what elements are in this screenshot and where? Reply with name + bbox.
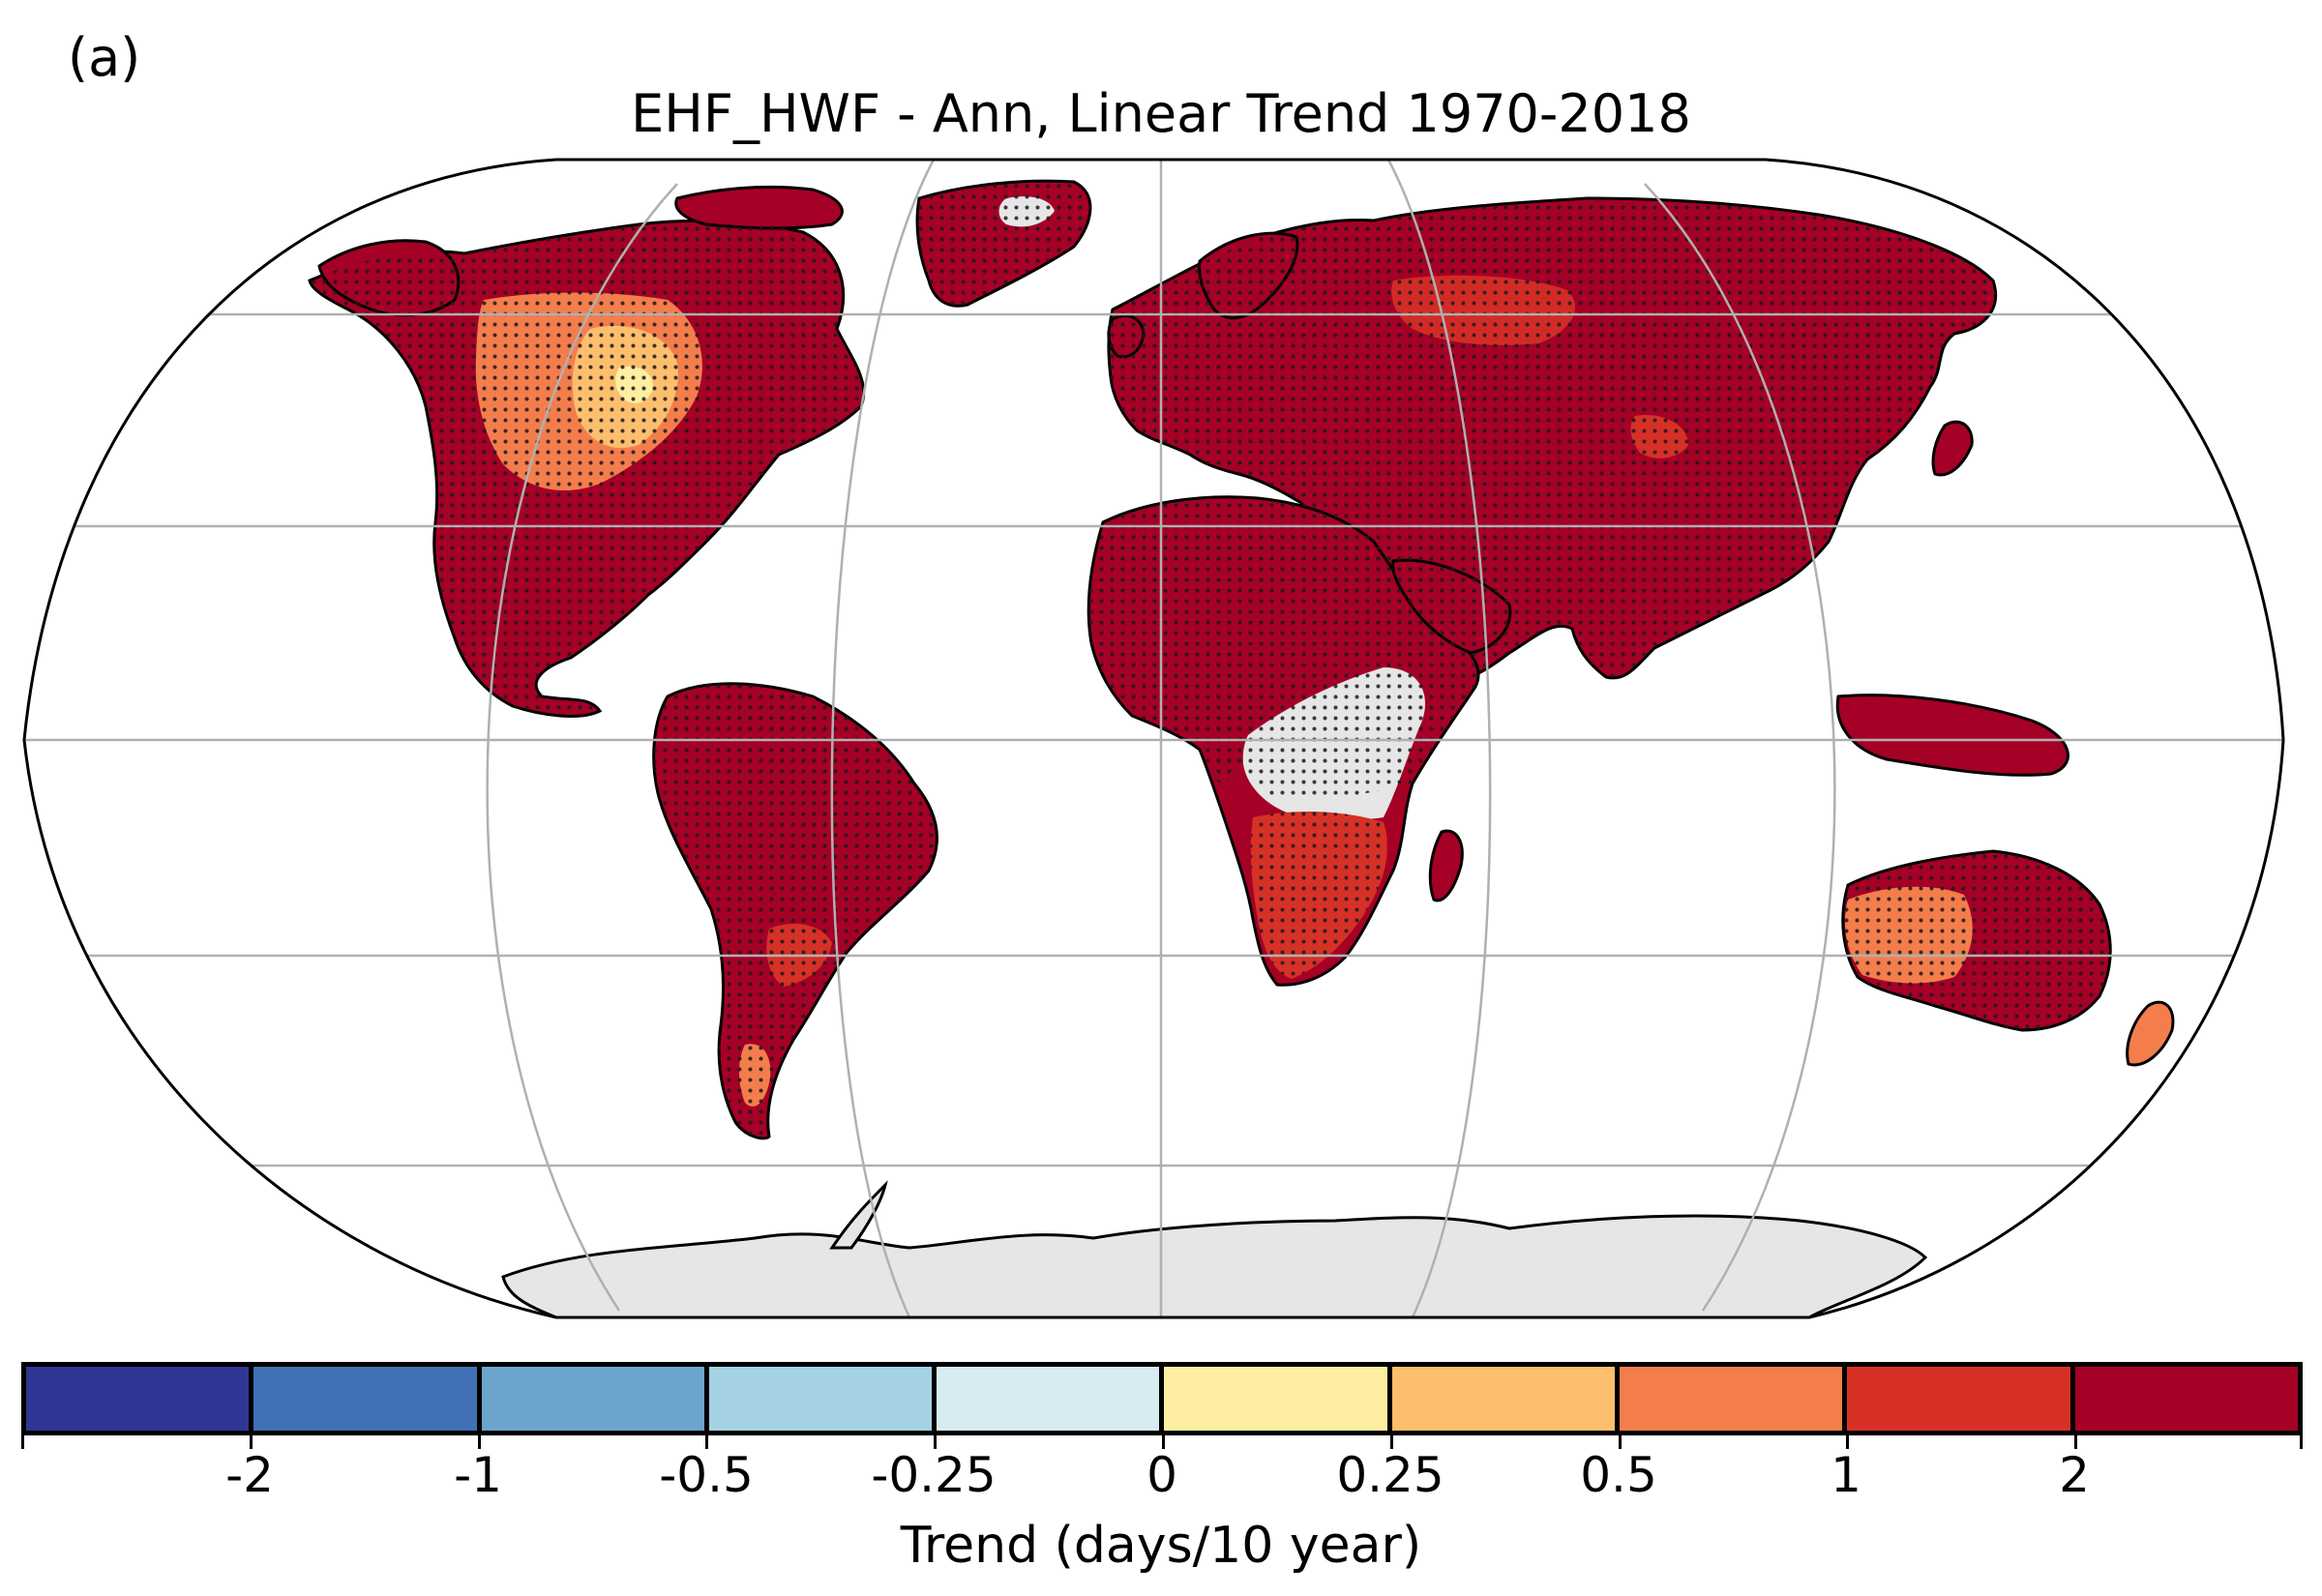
colorbar-segment-7 — [1391, 1367, 1621, 1431]
antarctica — [501, 1214, 1928, 1317]
colorbar-tick-label: 0.25 — [1336, 1447, 1444, 1503]
colorbar-segment-5 — [937, 1367, 1165, 1431]
colorbar-tick-mark — [705, 1435, 708, 1449]
colorbar-tick-mark — [1846, 1435, 1849, 1449]
colorbar-tick-label: -0.5 — [659, 1447, 754, 1503]
colorbar-segment-1 — [26, 1367, 254, 1431]
colorbar-tick-mark — [21, 1435, 24, 1449]
colorbar-tick-mark — [1162, 1435, 1165, 1449]
colorbar-segment-9 — [1847, 1367, 2075, 1431]
colorbar-segment-3 — [481, 1367, 709, 1431]
colorbar-tick-label: 0.5 — [1580, 1447, 1657, 1503]
colorbar-tick-mark — [1619, 1435, 1622, 1449]
colorbar-tick-label: -2 — [225, 1447, 274, 1503]
colorbar-tick-label: 0 — [1146, 1447, 1177, 1503]
globe-border — [22, 158, 2285, 1319]
colorbar-segment-8 — [1620, 1367, 1848, 1431]
colorbar-tick-mark — [478, 1435, 481, 1449]
colorbar — [21, 1362, 2303, 1435]
colorbar-tick-mark — [1390, 1435, 1393, 1449]
map-title: EHF_HWF - Ann, Linear Trend 1970-2018 — [631, 83, 1691, 144]
colorbar-tick-label: -1 — [454, 1447, 502, 1503]
colorbar-segment-10 — [2074, 1367, 2298, 1431]
gridlines — [24, 160, 2283, 1317]
colorbar-tick-mark — [2300, 1435, 2303, 1449]
world-map — [22, 158, 2285, 1319]
colorbar-tick-mark — [2074, 1435, 2077, 1449]
colorbar-segment-4 — [708, 1367, 938, 1431]
colorbar-tick-label: 2 — [2059, 1447, 2090, 1503]
colorbar-tick-mark — [250, 1435, 253, 1449]
indonesia — [1835, 694, 2069, 777]
colorbar-tick-label: 1 — [1831, 1447, 1861, 1503]
new-zealand — [2126, 1000, 2175, 1067]
colorbar-segment-6 — [1164, 1367, 1392, 1431]
japan — [1931, 420, 1974, 477]
colorbar-tick-label: -0.25 — [871, 1447, 997, 1503]
significance-stippling — [310, 181, 2111, 1138]
panel-label: (a) — [68, 27, 141, 88]
colorbar-tick-mark — [934, 1435, 937, 1449]
madagascar — [1428, 829, 1464, 902]
colorbar-ticks — [21, 1435, 2303, 1455]
colorbar-label: Trend (days/10 year) — [900, 1517, 1422, 1575]
colorbar-segment-2 — [253, 1367, 482, 1431]
